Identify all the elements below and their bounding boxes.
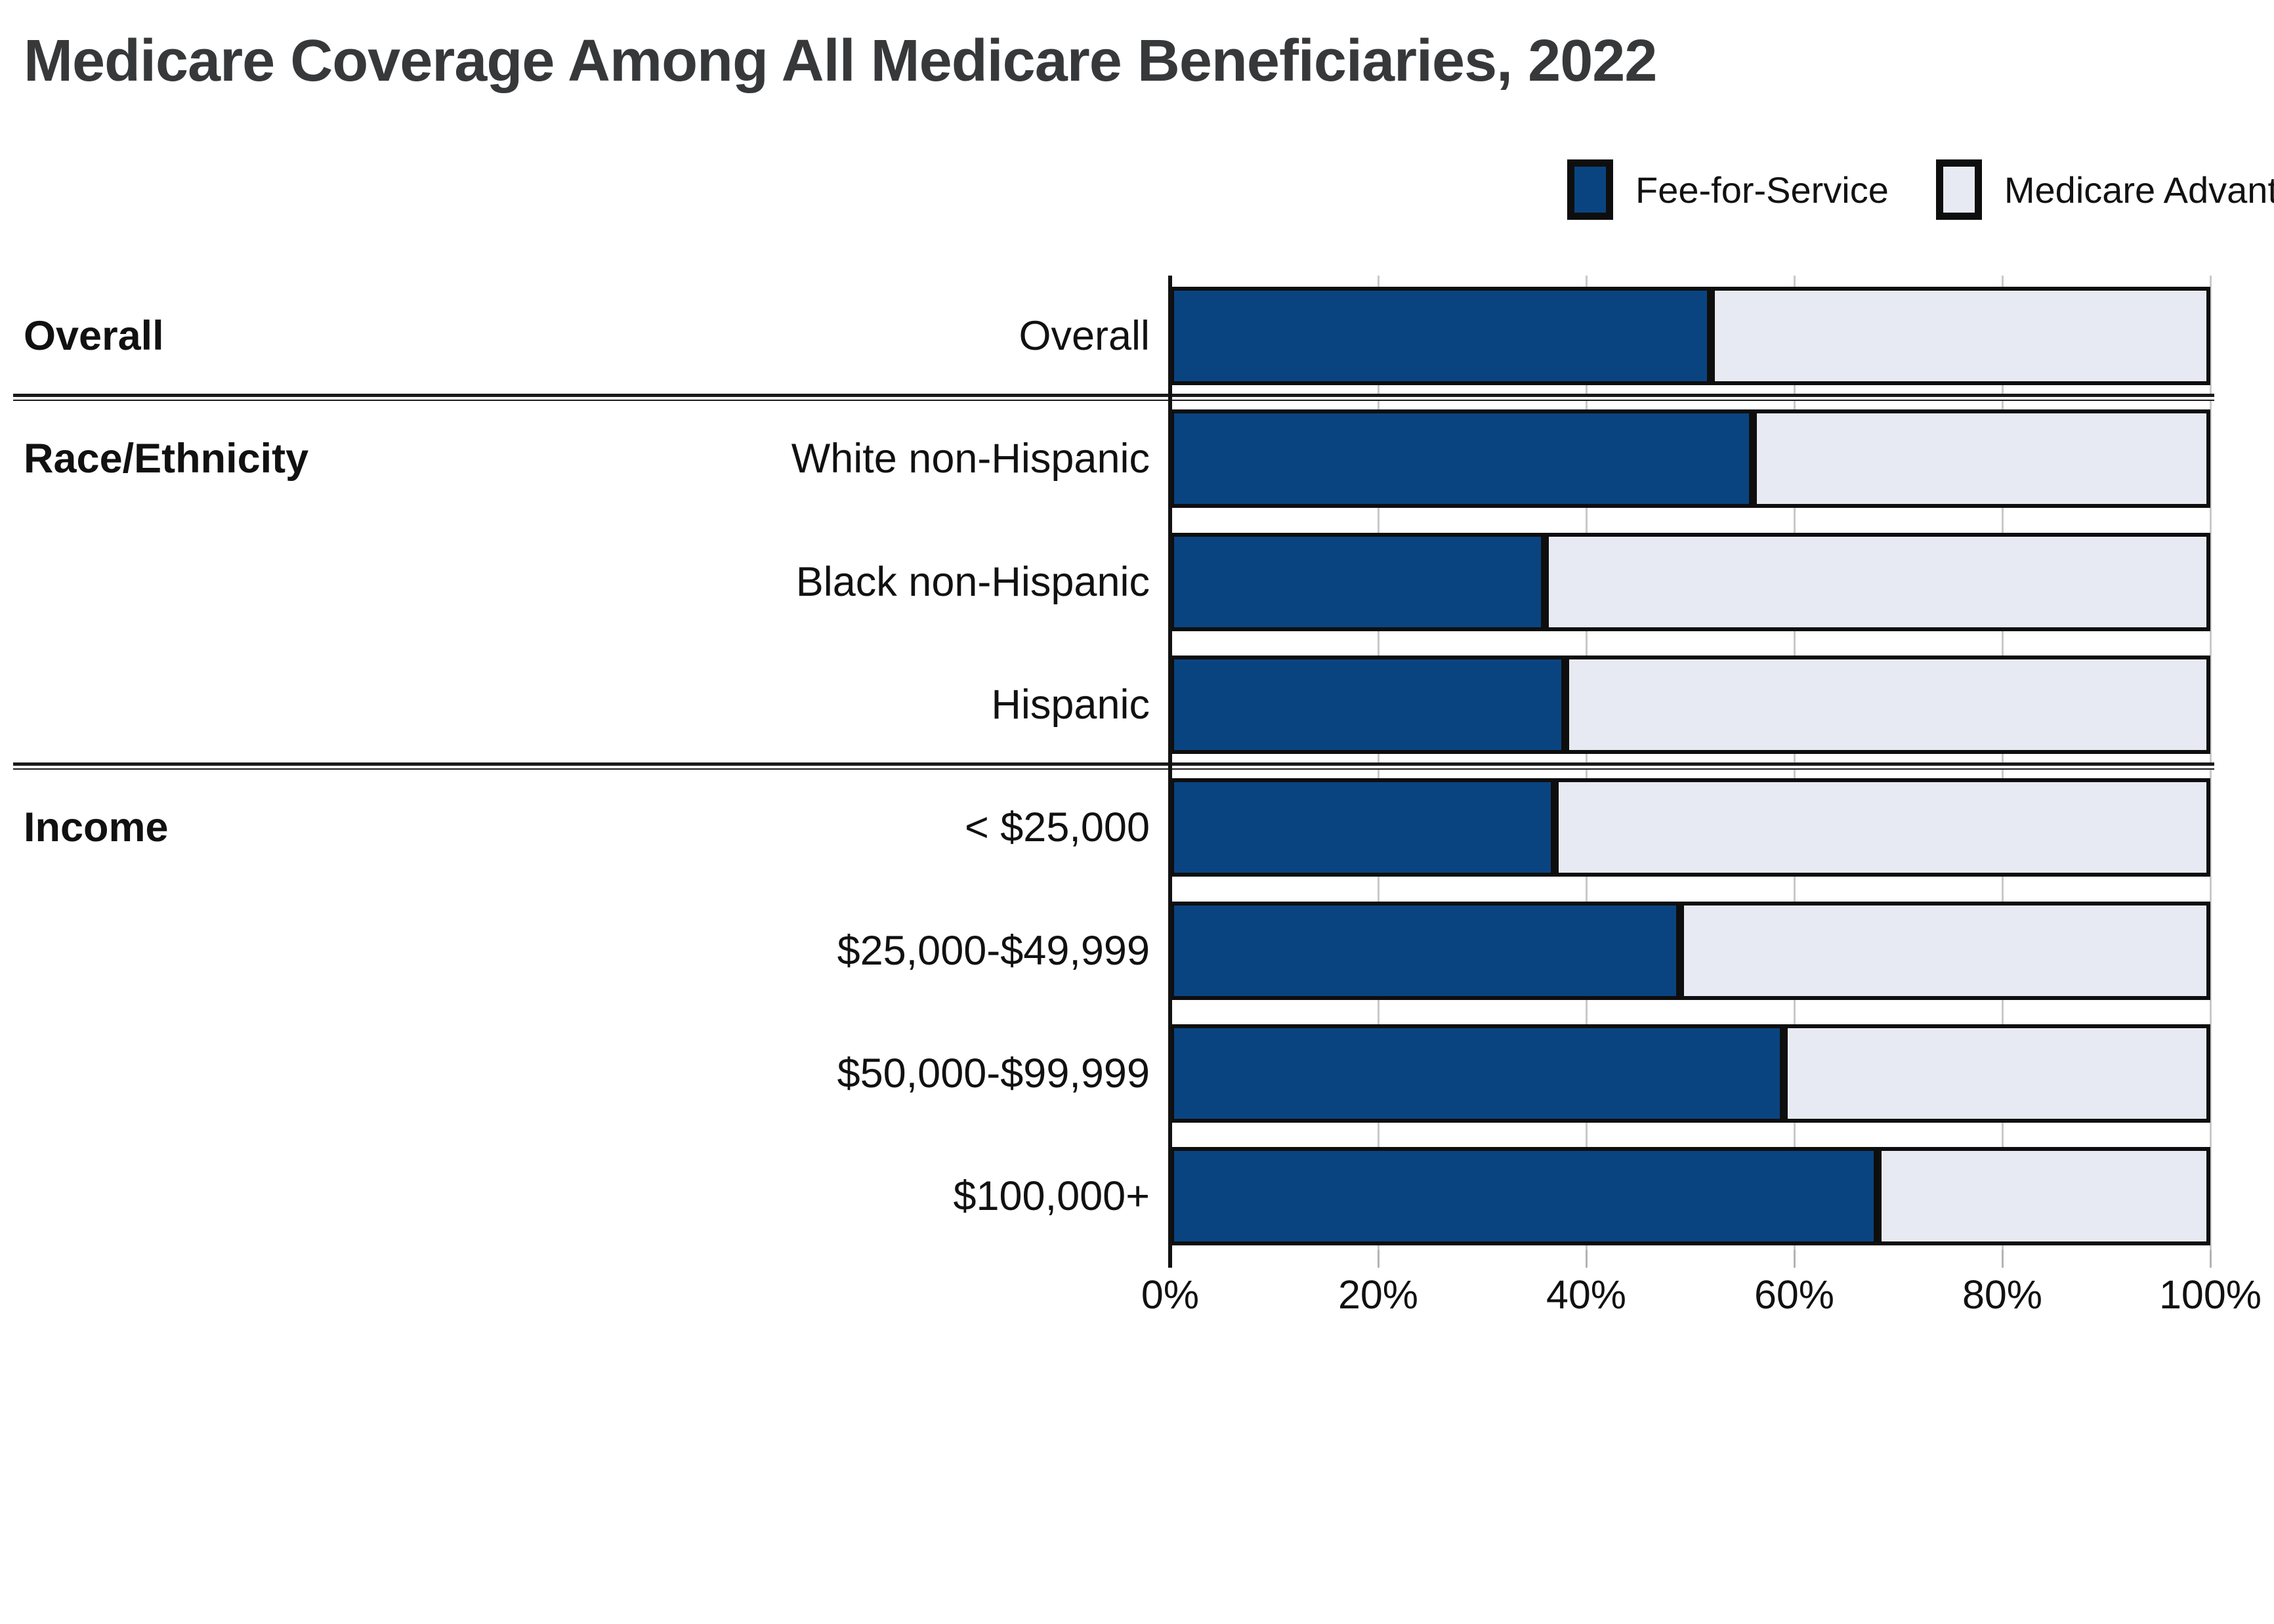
x-tick-label: 100% <box>2158 1272 2262 1317</box>
category-label: Hispanic <box>991 681 1150 728</box>
bar-segment-fee-for-service[interactable] <box>1170 778 1555 877</box>
legend-label: Medicare Advantage <box>2004 169 2274 211</box>
chart-title: Medicare Coverage Among All Medicare Ben… <box>24 28 1657 94</box>
bar-row <box>1170 655 2210 754</box>
group-divider <box>13 394 2214 401</box>
legend-label: Fee-for-Service <box>1635 169 1889 211</box>
group-label: Race/Ethnicity <box>24 436 309 482</box>
group-label: Overall <box>24 313 164 359</box>
bar-segment-fee-for-service[interactable] <box>1170 1147 1878 1246</box>
bar-segment-fee-for-service[interactable] <box>1170 409 1753 509</box>
category-label: < $25,000 <box>964 804 1150 851</box>
x-tick-label: 0% <box>1141 1272 1200 1317</box>
bar-row <box>1170 901 2210 1000</box>
legend-swatch-medicare-advantage <box>1935 159 1982 220</box>
bar-row <box>1170 1147 2210 1246</box>
bar-segment-medicare-advantage[interactable] <box>1784 1024 2210 1123</box>
bar-row <box>1170 1024 2210 1123</box>
category-label: $25,000-$49,999 <box>837 927 1150 974</box>
category-label: Black non-Hispanic <box>795 558 1150 605</box>
bar-row <box>1170 409 2210 509</box>
axis-tick <box>1377 1250 1379 1268</box>
bar-segment-fee-for-service[interactable] <box>1170 901 1680 1000</box>
axis-tick <box>2209 1250 2212 1268</box>
x-tick-label: 20% <box>1337 1272 1419 1317</box>
axis-tick <box>2001 1250 2004 1268</box>
y-axis-line <box>1168 276 1172 1268</box>
group-divider <box>13 762 2214 770</box>
axis-tick <box>1585 1250 1588 1268</box>
legend-swatch-fee-for-service <box>1567 159 1613 220</box>
bar-segment-medicare-advantage[interactable] <box>1752 409 2210 509</box>
bar-segment-medicare-advantage[interactable] <box>1544 532 2210 631</box>
x-tick-label: 40% <box>1546 1272 1627 1317</box>
bar-segment-fee-for-service[interactable] <box>1170 287 1712 385</box>
bar-segment-medicare-advantage[interactable] <box>1877 1147 2210 1246</box>
x-tick-label: 80% <box>1962 1272 2043 1317</box>
bar-segment-fee-for-service[interactable] <box>1170 1024 1784 1123</box>
bar-segment-medicare-advantage[interactable] <box>1711 287 2210 385</box>
category-label: White non-Hispanic <box>791 436 1150 482</box>
bar-row <box>1170 532 2210 631</box>
legend-item-fee-for-service[interactable]: Fee-for-Service <box>1567 159 1889 220</box>
axis-tick <box>1793 1250 1796 1268</box>
bar-segment-medicare-advantage[interactable] <box>1555 778 2210 877</box>
group-label: Income <box>24 804 169 851</box>
bar-row <box>1170 778 2210 877</box>
bar-segment-medicare-advantage[interactable] <box>1679 901 2210 1000</box>
bar-segment-fee-for-service[interactable] <box>1170 532 1545 631</box>
bar-row <box>1170 287 2210 385</box>
category-label: $50,000-$99,999 <box>837 1050 1150 1096</box>
bar-segment-medicare-advantage[interactable] <box>1565 655 2210 754</box>
x-tick-label: 60% <box>1754 1272 1835 1317</box>
legend: Fee-for-Service Medicare Advantage <box>1567 159 2274 220</box>
bar-segment-fee-for-service[interactable] <box>1170 655 1566 754</box>
category-label: Overall <box>1019 313 1150 359</box>
legend-item-medicare-advantage[interactable]: Medicare Advantage <box>1935 159 2274 220</box>
category-label: $100,000+ <box>953 1173 1150 1220</box>
